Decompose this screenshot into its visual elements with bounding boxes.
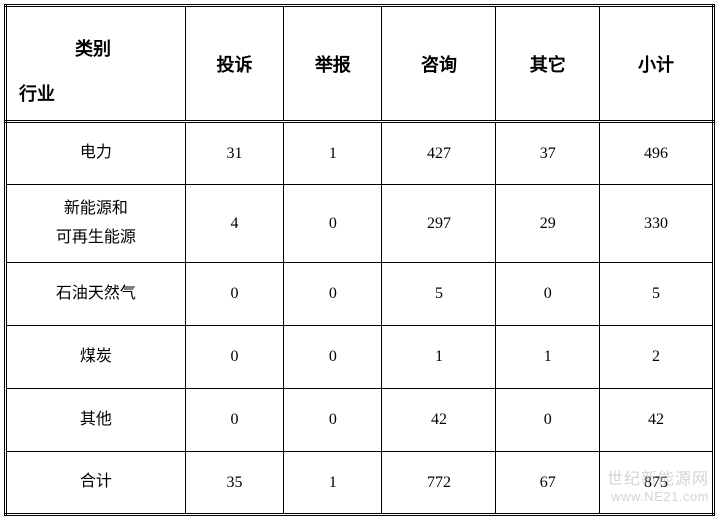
- data-cell: 427: [382, 122, 496, 185]
- data-cell: 42: [599, 389, 713, 452]
- data-cell: 772: [382, 452, 496, 515]
- column-header: 其它: [496, 6, 600, 122]
- data-cell: 0: [284, 389, 382, 452]
- data-cell: 1: [496, 326, 600, 389]
- table-body: 电力31142737496新能源和可再生能源4029729330石油天然气005…: [6, 122, 714, 515]
- row-label-cell: 煤炭: [6, 326, 186, 389]
- table-row: 煤炭00112: [6, 326, 714, 389]
- column-header: 举报: [284, 6, 382, 122]
- data-cell: 0: [185, 389, 283, 452]
- row-label: 电力: [7, 139, 185, 168]
- column-header: 投诉: [185, 6, 283, 122]
- row-label-cell: 新能源和可再生能源: [6, 185, 186, 263]
- data-cell: 4: [185, 185, 283, 263]
- header-row: 类别 行业 投诉 举报 咨询 其它 小计: [6, 6, 714, 122]
- column-header: 小计: [599, 6, 713, 122]
- column-header: 咨询: [382, 6, 496, 122]
- data-cell: 0: [496, 389, 600, 452]
- table-row: 石油天然气00505: [6, 263, 714, 326]
- data-cell: 1: [284, 122, 382, 185]
- data-cell: 35: [185, 452, 283, 515]
- data-cell: 1: [382, 326, 496, 389]
- row-label-cell: 电力: [6, 122, 186, 185]
- corner-category-label: 类别: [75, 35, 111, 61]
- data-cell: 29: [496, 185, 600, 263]
- data-cell: 2: [599, 326, 713, 389]
- data-cell: 0: [185, 326, 283, 389]
- data-cell: 330: [599, 185, 713, 263]
- data-cell: 0: [185, 263, 283, 326]
- data-cell: 37: [496, 122, 600, 185]
- data-cell: 0: [284, 263, 382, 326]
- data-cell: 5: [382, 263, 496, 326]
- table-row: 其他0042042: [6, 389, 714, 452]
- table-row: 新能源和可再生能源4029729330: [6, 185, 714, 263]
- data-cell: 0: [284, 185, 382, 263]
- data-table: 类别 行业 投诉 举报 咨询 其它 小计 电力31142737496新能源和可再…: [4, 4, 715, 516]
- data-cell: 67: [496, 452, 600, 515]
- row-label: 其他: [7, 406, 185, 435]
- data-cell: 31: [185, 122, 283, 185]
- data-cell: 1: [284, 452, 382, 515]
- data-cell: 5: [599, 263, 713, 326]
- row-label: 合计: [7, 468, 185, 497]
- data-cell: 42: [382, 389, 496, 452]
- data-cell: 496: [599, 122, 713, 185]
- table-row: 电力31142737496: [6, 122, 714, 185]
- watermark-line2: www.NE21.com: [607, 489, 709, 505]
- table-container: 类别 行业 投诉 举报 咨询 其它 小计 电力31142737496新能源和可再…: [0, 0, 719, 520]
- corner-industry-label: 行业: [19, 80, 55, 106]
- row-label: 煤炭: [7, 343, 185, 372]
- corner-header-cell: 类别 行业: [6, 6, 186, 122]
- data-cell: 0: [496, 263, 600, 326]
- row-label-cell: 其他: [6, 389, 186, 452]
- row-label-cell: 合计: [6, 452, 186, 515]
- data-cell: 0: [284, 326, 382, 389]
- watermark: 世纪新能源网 www.NE21.com: [607, 470, 709, 505]
- watermark-line1: 世纪新能源网: [607, 470, 709, 489]
- data-cell: 297: [382, 185, 496, 263]
- row-label-cell: 石油天然气: [6, 263, 186, 326]
- row-label: 石油天然气: [7, 280, 185, 309]
- row-label: 新能源和可再生能源: [7, 195, 185, 253]
